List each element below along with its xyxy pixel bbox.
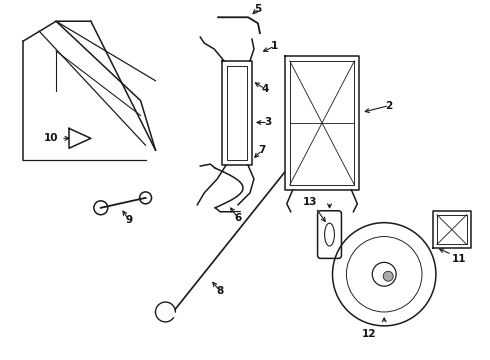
Text: 7: 7 (258, 145, 266, 155)
Text: 9: 9 (125, 215, 132, 225)
Text: 4: 4 (261, 84, 269, 94)
Text: 1: 1 (271, 41, 278, 51)
Text: 6: 6 (234, 213, 242, 223)
Text: 5: 5 (254, 4, 262, 14)
Text: 2: 2 (386, 100, 393, 111)
Text: 11: 11 (451, 255, 466, 264)
Circle shape (383, 271, 393, 281)
Text: 12: 12 (362, 329, 376, 339)
Text: 10: 10 (44, 133, 58, 143)
Text: 3: 3 (264, 117, 271, 127)
Text: 8: 8 (217, 286, 224, 296)
Text: 13: 13 (302, 197, 317, 207)
